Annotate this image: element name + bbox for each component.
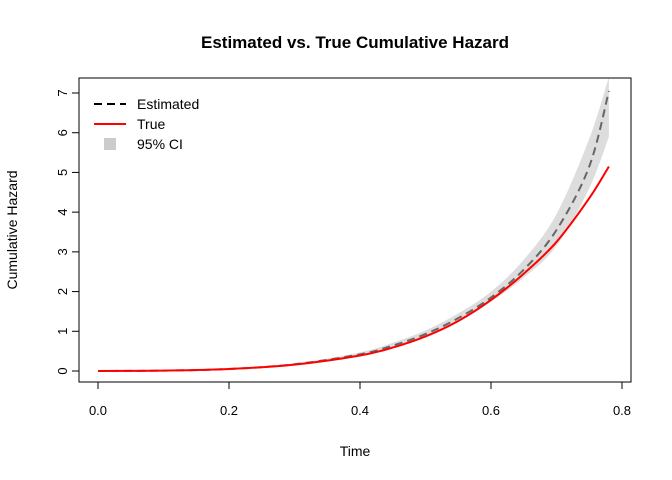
y-axis-label: Cumulative Hazard [4, 170, 20, 289]
x-tick-label: 0.4 [351, 403, 369, 418]
legend-swatch-ci [104, 138, 116, 150]
legend-item-95-ci: 95% CI [104, 136, 183, 152]
y-tick-label: 4 [55, 209, 70, 216]
x-axis: 0.0 0.2 0.4 0.6 0.8 [89, 381, 631, 418]
y-tick-label: 3 [55, 248, 70, 255]
x-tick-label: 0.6 [482, 403, 500, 418]
y-tick-label: 2 [55, 288, 70, 295]
y-axis: 0 1 2 3 4 5 6 7 [55, 89, 80, 375]
legend-label: 95% CI [137, 136, 183, 152]
y-tick-label: 5 [55, 169, 70, 176]
x-tick-label: 0.0 [89, 403, 107, 418]
legend-label: Estimated [137, 96, 199, 112]
y-tick-label: 0 [55, 367, 70, 374]
y-tick-label: 7 [55, 89, 70, 96]
series-line-estimated [97, 90, 610, 372]
plot-area [97, 78, 610, 372]
chart-title: Estimated vs. True Cumulative Hazard [201, 33, 509, 52]
legend-label: True [137, 116, 165, 132]
y-tick-label: 6 [55, 129, 70, 136]
legend-item-estimated: Estimated [94, 96, 199, 112]
y-tick-label: 1 [55, 328, 70, 335]
legend: Estimated True 95% CI [94, 96, 199, 152]
ci-band [98, 78, 609, 371]
series-line-true [97, 165, 610, 372]
x-tick-label: 0.2 [220, 403, 238, 418]
legend-item-true: True [94, 116, 165, 132]
x-tick-label: 0.8 [613, 403, 631, 418]
x-axis-label: Time [340, 443, 371, 459]
